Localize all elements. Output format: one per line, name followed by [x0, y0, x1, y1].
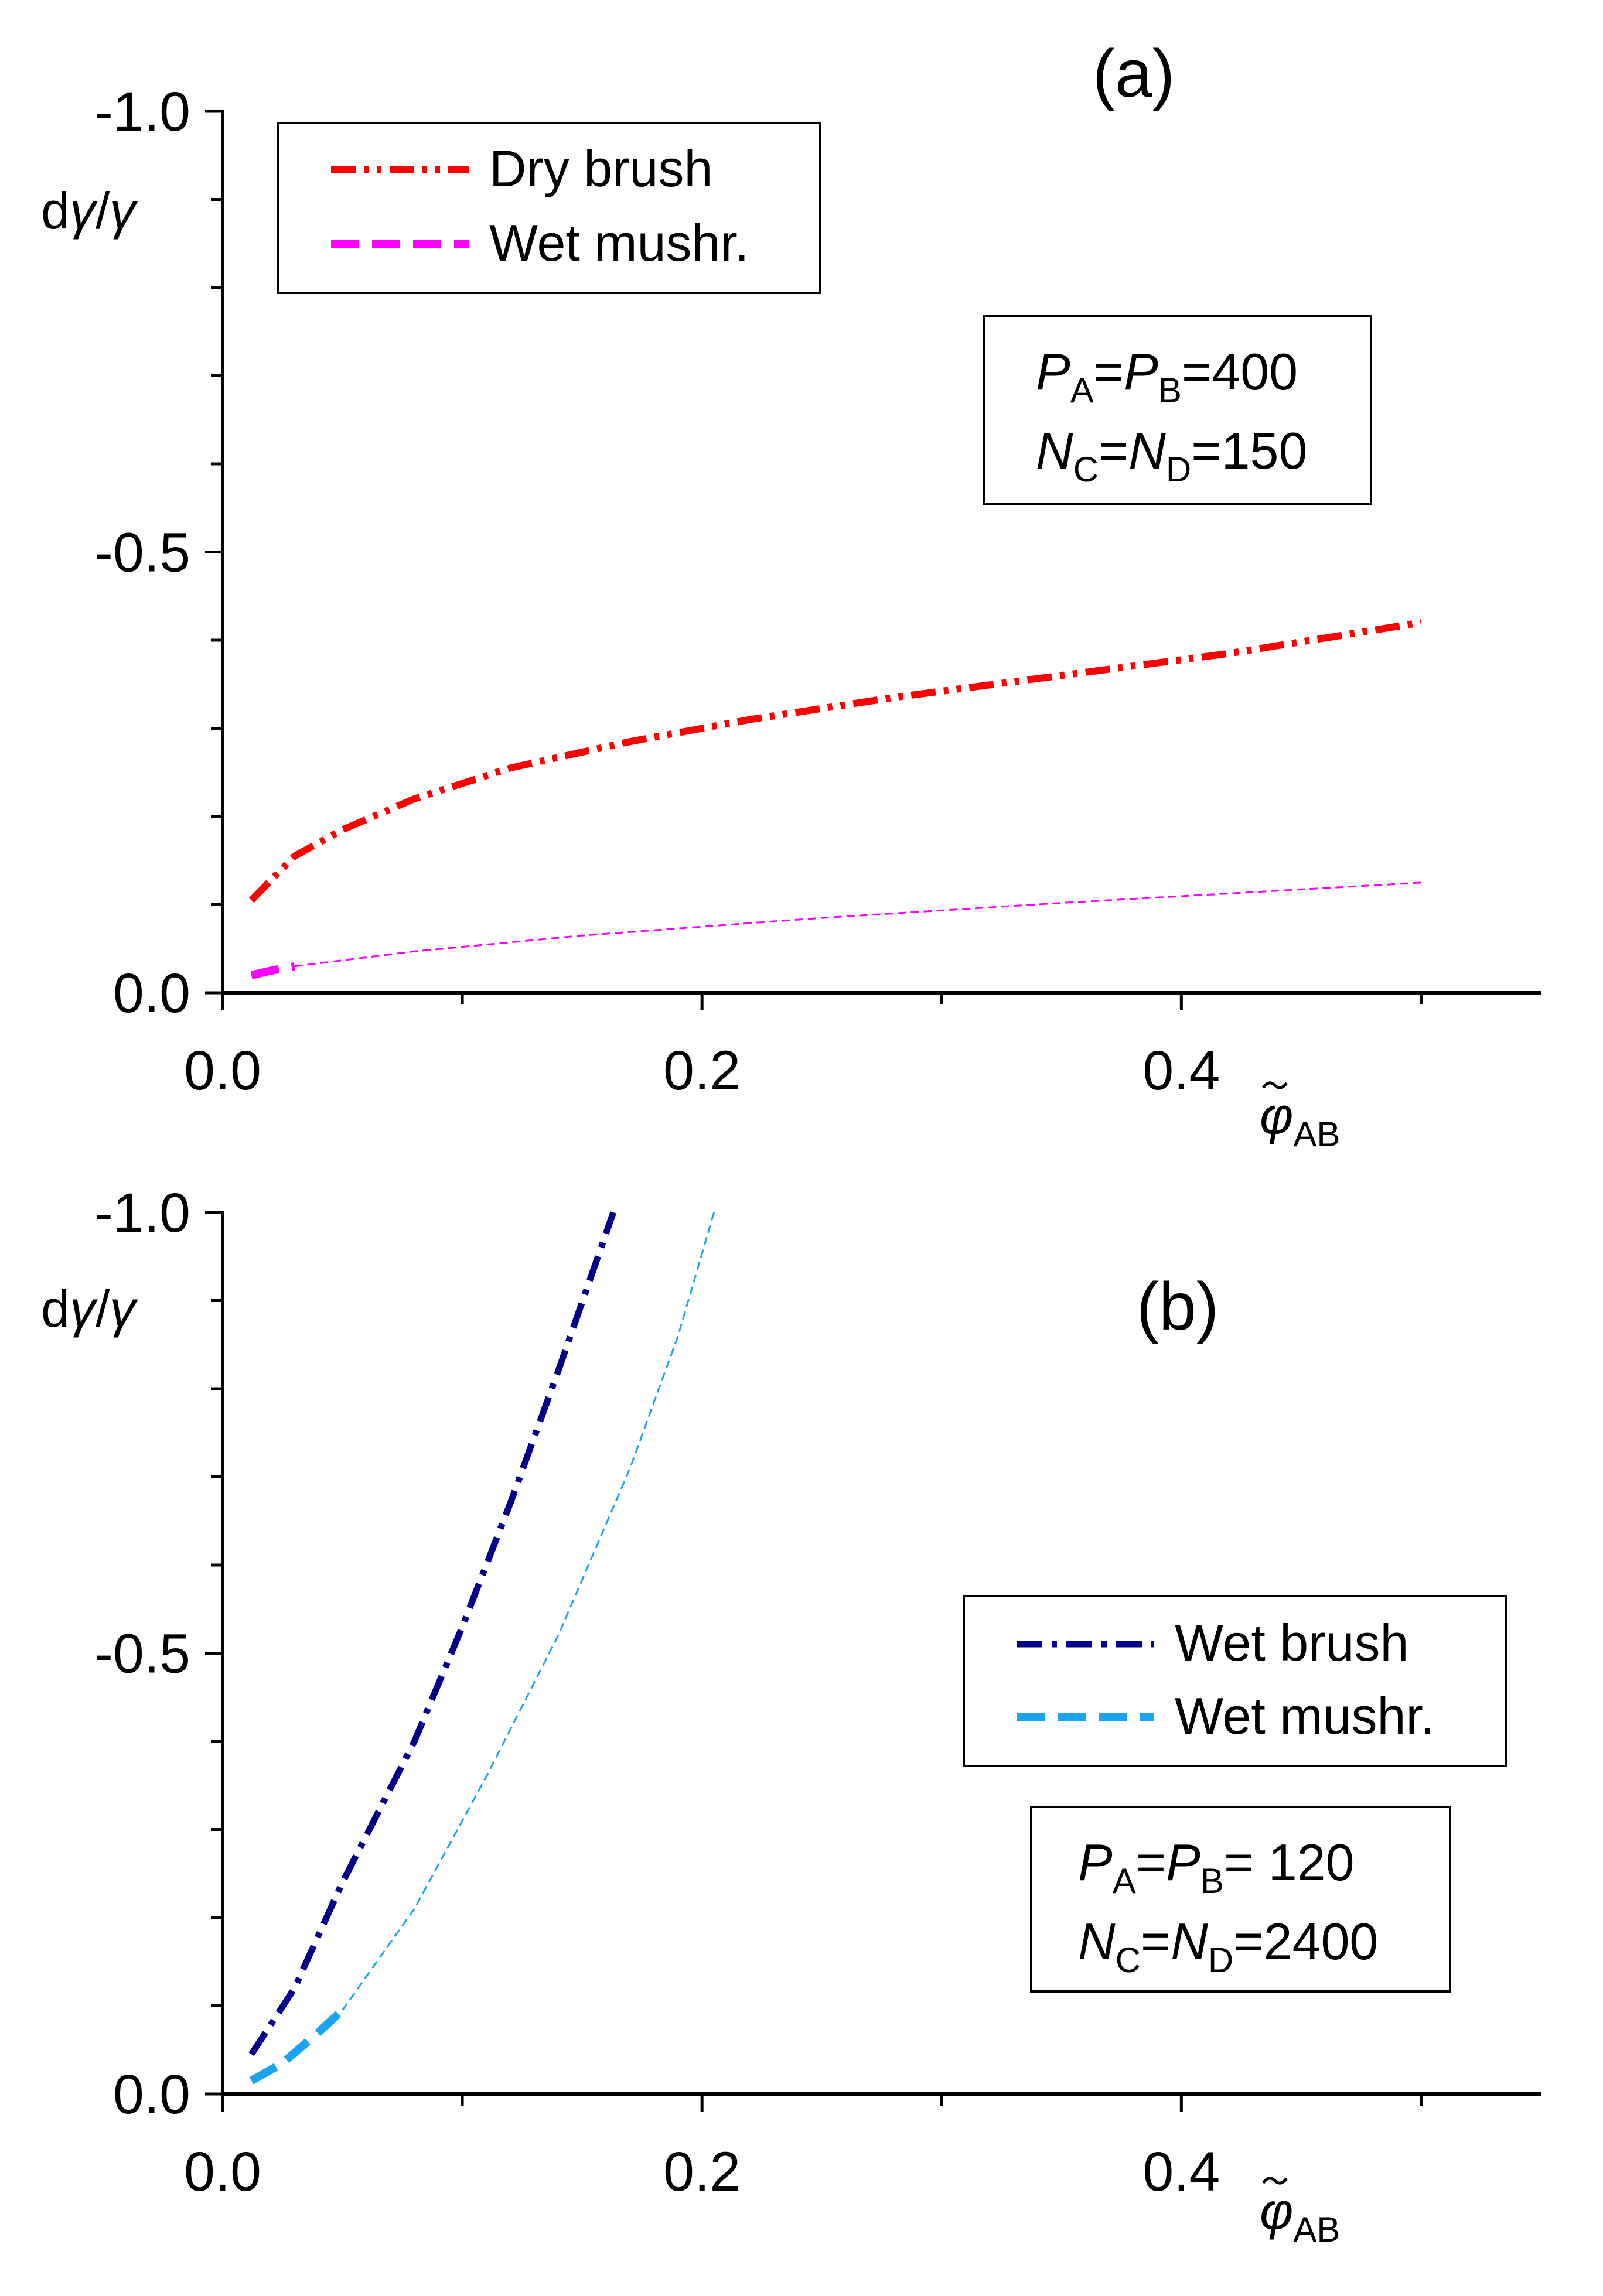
y-axis-label-part: d [41, 182, 70, 240]
panel-label: (a) [1093, 36, 1175, 111]
y-axis-label-part: γ [110, 182, 138, 240]
param-line-2-part: = [1141, 1912, 1171, 1970]
x-axis-label-tilde [1261, 2177, 1288, 2185]
legend-label: Wet mushr. [1175, 1687, 1434, 1745]
param-line-2-part: D [1166, 450, 1191, 489]
legend-label: Dry brush [489, 139, 712, 197]
y-axis-label-part: γ [70, 182, 98, 240]
y-tick-label: 0.0 [113, 2063, 190, 2126]
y-tick-label: 0.0 [113, 962, 190, 1024]
param-line-1: PA=PB=400 [1036, 343, 1298, 410]
param-line-2-part: C [1116, 1940, 1141, 1980]
y-tick-label: -0.5 [94, 1623, 190, 1685]
legend-label: Wet brush [1175, 1614, 1408, 1672]
x-tick-label: 0.4 [1142, 1040, 1220, 1102]
y-tick-label: -1.0 [94, 81, 190, 143]
y-axis-label: dγ/γ [41, 1280, 138, 1338]
legend-label: Wet mushr. [489, 214, 749, 272]
param-line-1-part: = 120 [1224, 1833, 1355, 1891]
param-line-1-part: = [1136, 1833, 1166, 1891]
x-tick-label: 0.0 [184, 1040, 261, 1102]
param-line-1-part: =400 [1182, 343, 1298, 401]
param-line-2: NC=ND=2400 [1078, 1912, 1378, 1980]
x-tick-label: 0.4 [1142, 2141, 1220, 2203]
param-line-1-part: = [1094, 343, 1124, 401]
params-box [983, 315, 1372, 505]
y-axis-label-part: / [96, 182, 110, 240]
series-line-1 [250, 962, 295, 979]
param-line-1-part: B [1158, 371, 1182, 410]
param-line-1-part: A [1070, 371, 1094, 410]
param-line-1-part: P [1166, 1833, 1200, 1891]
x-axis-label-phi: φ [1260, 2182, 1293, 2240]
param-line-2-part: = [1099, 422, 1128, 480]
x-tick-label: 0.2 [663, 2141, 741, 2203]
x-tick-label: 0.0 [184, 2141, 261, 2203]
y-tick-label: -0.5 [94, 522, 190, 584]
param-line-2-part: C [1073, 450, 1099, 489]
legend-box [963, 1595, 1507, 1767]
x-axis-label: φAB [1260, 1086, 1340, 1154]
series-line-0 [248, 1211, 616, 2056]
series-line-0 [248, 619, 1422, 903]
param-line-2: NC=ND=150 [1036, 422, 1307, 489]
param-line-2-part: N [1036, 422, 1073, 480]
series-line-2 [342, 1212, 715, 2011]
param-line-1-part: P [1036, 343, 1070, 401]
y-axis-label: dγ/γ [41, 182, 138, 240]
y-axis-label-part: / [96, 1280, 110, 1338]
param-line-2-part: =2400 [1233, 1912, 1378, 1970]
series-line-1 [249, 2007, 346, 2085]
legend-box [277, 122, 821, 294]
param-line-1-part: P [1078, 1833, 1113, 1891]
x-axis-label-sub: AB [1293, 1115, 1340, 1154]
param-line-2-part: N [1171, 1912, 1208, 1970]
panel-label: (b) [1137, 1269, 1219, 1344]
y-axis-label-part: d [41, 1280, 70, 1338]
y-axis-label-part: γ [70, 1280, 98, 1338]
x-axis-label-sub: AB [1293, 2210, 1340, 2249]
series-line-2 [294, 882, 1421, 968]
param-line-2-part: N [1078, 1912, 1116, 1970]
x-axis-label-tilde [1261, 1081, 1288, 1089]
x-axis-label-phi: φ [1260, 1086, 1293, 1144]
params-box [1030, 1806, 1451, 1993]
param-line-2-part: =150 [1191, 422, 1307, 480]
param-line-2-part: N [1128, 422, 1166, 480]
x-axis-label: φAB [1260, 2182, 1340, 2249]
y-axis-label-part: γ [110, 1280, 138, 1338]
param-line-1-part: P [1124, 343, 1158, 401]
param-line-2-part: D [1208, 1940, 1233, 1980]
param-line-1-part: A [1113, 1861, 1136, 1901]
y-tick-label: -1.0 [94, 1182, 190, 1244]
x-tick-label: 0.2 [663, 1040, 741, 1102]
param-line-1-part: B [1200, 1861, 1224, 1901]
param-line-1: PA=PB= 120 [1078, 1833, 1355, 1901]
